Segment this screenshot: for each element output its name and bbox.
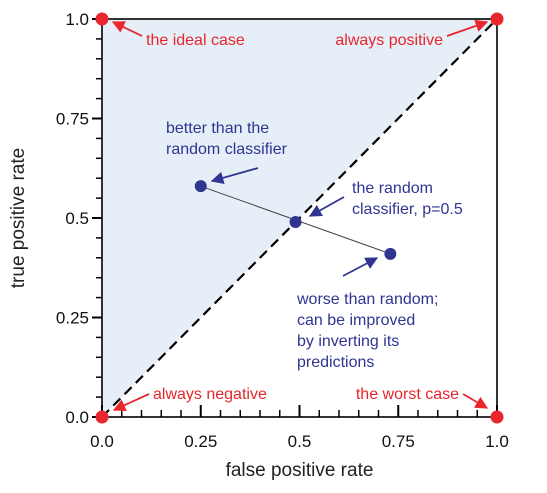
classifier-label-2-line-2: classifier, p=0.5: [352, 201, 463, 218]
classifier-arrow-3: [342, 257, 379, 277]
x-axis-label: false positive rate: [226, 460, 374, 481]
classifier-point-3: [384, 247, 397, 260]
classifier-label-1-line-1: better than the: [166, 120, 269, 137]
corner-arrow-3: [112, 393, 150, 412]
classifier-arrow-2: [308, 196, 345, 217]
y-tick-label: 1.0: [65, 10, 89, 29]
classifier-label-2-line-1: the random: [352, 180, 433, 197]
classifier-label-1-line-2: random classifier: [166, 141, 288, 158]
y-tick-label: 0.75: [56, 110, 89, 129]
corner-label-4: the worst case: [356, 386, 459, 403]
corner-point-3: [95, 410, 109, 424]
corner-label-1: the ideal case: [146, 32, 245, 49]
classifier-arrow-1: [210, 167, 259, 184]
x-tick-label: 0.5: [288, 432, 312, 451]
x-tick-label: 0.0: [90, 432, 114, 451]
classifier-label-3-line-1: worse than random;: [296, 291, 438, 308]
classifier-point-2: [289, 215, 302, 228]
corner-label-3: always negative: [153, 386, 267, 403]
classifier-label-3-line-3: by inverting its: [297, 333, 399, 350]
y-tick-label: 0.5: [65, 209, 89, 228]
y-tick-label: 0.25: [56, 309, 89, 328]
corner-arrow-2: [446, 19, 489, 37]
corner-label-2: always positive: [335, 32, 443, 49]
classifier-label-3-line-2: can be improved: [297, 312, 415, 329]
y-tick-label: 0.0: [65, 408, 89, 427]
x-tick-label: 1.0: [485, 432, 509, 451]
classifier-point-1: [194, 180, 207, 193]
x-tick-label: 0.75: [382, 432, 415, 451]
x-tick-label: 0.25: [184, 432, 217, 451]
corner-point-1: [95, 12, 109, 26]
corner-arrow-4: [462, 393, 489, 409]
y-axis-label: true positive rate: [8, 148, 29, 288]
corner-point-4: [490, 410, 504, 424]
corner-arrow-1: [111, 21, 143, 37]
corner-point-2: [490, 12, 504, 26]
classifier-label-3-line-4: predictions: [297, 354, 374, 371]
